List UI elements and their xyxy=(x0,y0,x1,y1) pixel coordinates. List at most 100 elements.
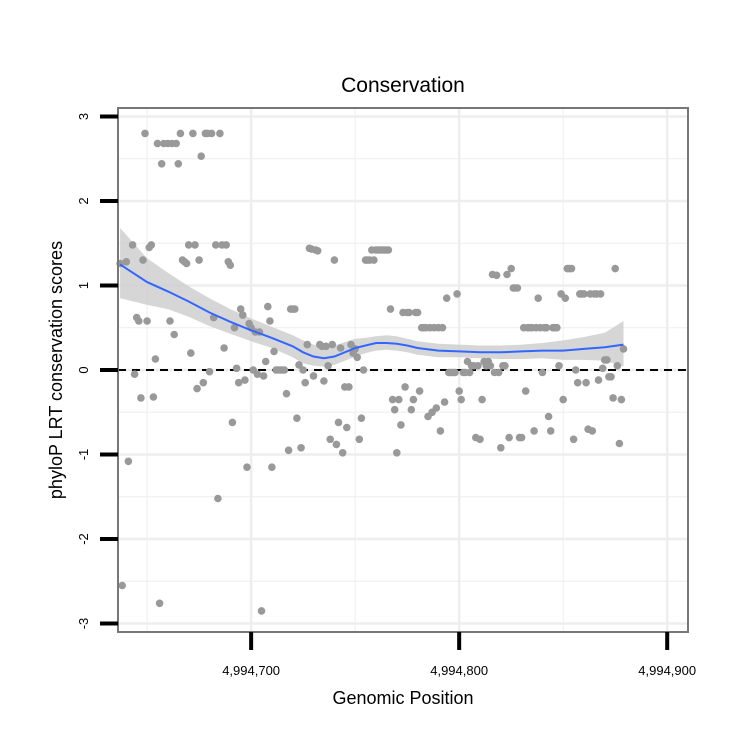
data-point xyxy=(497,444,505,452)
data-point xyxy=(388,395,397,404)
data-point xyxy=(195,256,203,264)
data-point xyxy=(413,308,422,317)
data-point xyxy=(594,376,603,384)
data-point xyxy=(239,311,247,319)
data-point xyxy=(384,246,393,254)
data-point xyxy=(474,362,482,370)
data-point xyxy=(457,395,466,404)
data-point xyxy=(582,378,590,387)
data-point xyxy=(124,457,133,466)
x-tick-label: 4,994,800 xyxy=(430,663,488,678)
data-point xyxy=(143,317,151,325)
data-point xyxy=(596,290,605,298)
y-axis-ticks: -3 -2 -1 0 1 2 3 xyxy=(76,113,118,629)
data-point xyxy=(476,435,484,444)
data-point xyxy=(322,342,330,351)
data-point xyxy=(338,449,347,457)
data-point xyxy=(234,378,243,387)
data-point xyxy=(555,362,563,370)
data-point xyxy=(617,395,626,404)
data-point xyxy=(567,264,576,273)
data-point xyxy=(415,387,424,395)
data-point xyxy=(386,305,395,313)
data-point xyxy=(359,366,368,374)
data-point xyxy=(282,389,291,398)
data-point xyxy=(241,376,249,384)
data-point xyxy=(228,418,237,427)
data-point xyxy=(405,308,414,317)
y-tick-label: -3 xyxy=(76,618,91,630)
y-axis-label: phyloP LRT conservation scores xyxy=(46,241,66,499)
data-point xyxy=(243,463,251,472)
data-point xyxy=(521,387,530,395)
data-point xyxy=(588,427,597,435)
data-point xyxy=(182,259,191,268)
data-point xyxy=(299,366,307,374)
data-point xyxy=(147,241,156,249)
y-tick-label: 1 xyxy=(76,282,91,289)
data-point xyxy=(440,398,449,406)
data-point xyxy=(353,353,362,362)
data-point xyxy=(261,357,270,366)
scatter-points xyxy=(116,129,628,615)
data-point xyxy=(189,129,197,138)
data-point xyxy=(214,494,222,503)
data-point xyxy=(546,427,555,435)
data-point xyxy=(611,264,619,273)
data-point xyxy=(401,383,409,391)
data-point xyxy=(573,378,582,387)
data-point xyxy=(397,421,405,429)
data-point xyxy=(607,373,615,381)
x-tick-label: 4,994,700 xyxy=(222,663,280,678)
data-point xyxy=(409,395,418,404)
data-point xyxy=(151,355,160,363)
data-point xyxy=(332,440,341,449)
data-point xyxy=(187,349,195,357)
data-point xyxy=(270,347,278,356)
data-point xyxy=(172,139,180,148)
confidence-band-area xyxy=(120,228,624,367)
data-point xyxy=(157,160,166,168)
data-point xyxy=(478,395,486,404)
data-point xyxy=(149,393,158,401)
data-point xyxy=(486,362,495,370)
smooth-line xyxy=(119,263,624,360)
data-point xyxy=(153,139,162,148)
x-tick-label: 4,994,900 xyxy=(638,663,696,678)
y-tick-label: 0 xyxy=(76,366,91,373)
data-point xyxy=(135,317,143,325)
x-axis-ticks: 4,994,700 4,994,800 4,994,900 xyxy=(222,632,696,678)
data-point xyxy=(345,383,353,391)
data-point xyxy=(232,364,241,373)
data-point xyxy=(407,405,416,414)
data-point xyxy=(538,368,547,377)
data-point xyxy=(295,361,303,369)
data-point xyxy=(357,414,366,423)
y-tick-label: 3 xyxy=(76,113,91,120)
data-point xyxy=(303,340,312,349)
data-point xyxy=(293,414,301,423)
data-point xyxy=(301,378,310,387)
data-point xyxy=(216,129,224,138)
data-point xyxy=(609,394,617,402)
data-point xyxy=(122,258,131,266)
data-point xyxy=(197,152,205,160)
data-point xyxy=(222,241,230,249)
data-point xyxy=(155,599,164,608)
data-point xyxy=(199,378,208,387)
data-point xyxy=(328,340,337,349)
data-point xyxy=(580,290,588,298)
data-point xyxy=(544,412,553,421)
data-point xyxy=(432,404,441,412)
data-point xyxy=(326,435,335,444)
data-point xyxy=(542,323,551,332)
data-point xyxy=(130,370,139,379)
data-point xyxy=(453,290,461,298)
data-point xyxy=(184,241,193,249)
data-point xyxy=(257,607,266,615)
data-point xyxy=(128,241,137,249)
data-point xyxy=(571,366,580,374)
data-point xyxy=(494,368,503,377)
data-point xyxy=(530,427,538,435)
